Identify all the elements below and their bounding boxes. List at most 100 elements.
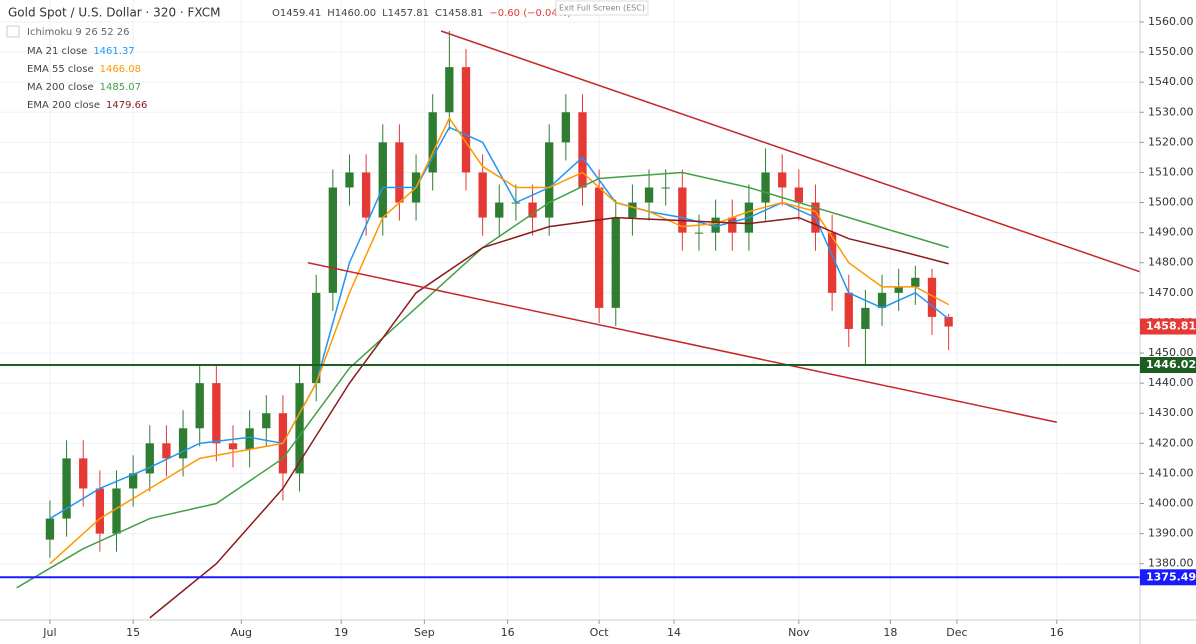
candle-body	[894, 286, 903, 293]
candle-body	[361, 172, 371, 218]
candle-body	[212, 383, 221, 444]
candle-body	[245, 428, 254, 450]
candle-body	[428, 112, 437, 173]
candle-body	[128, 473, 138, 489]
y-tick-label: 1480.00	[1148, 256, 1194, 269]
candle-body	[561, 112, 570, 143]
x-tick-label: 16	[1050, 626, 1064, 639]
candle-body	[445, 67, 454, 113]
candle-body	[644, 187, 654, 203]
trendline	[440, 30, 1141, 273]
x-tick-label: 15	[126, 626, 140, 639]
x-tick-label: 19	[334, 626, 348, 639]
fullscreen-button[interactable]	[555, 0, 649, 16]
candle-body	[228, 443, 238, 450]
legend-value: 1485.07	[100, 82, 141, 93]
y-tick-label: 1540.00	[1148, 75, 1194, 88]
y-tick-label: 1400.00	[1148, 497, 1194, 510]
candle-body	[594, 187, 604, 308]
candle-body	[162, 443, 171, 459]
candle-body	[611, 217, 620, 308]
candle-body	[827, 232, 837, 293]
candle-body	[145, 443, 154, 474]
candle-body	[911, 277, 920, 287]
legend-label: EMA 200 close	[27, 100, 100, 111]
candle-body	[778, 172, 787, 188]
price-tag-label: 1446.02	[1146, 358, 1196, 371]
y-tick-label: 1520.00	[1148, 135, 1194, 148]
candle-body	[944, 316, 953, 327]
x-tick-label: 14	[667, 626, 681, 639]
candle-body	[295, 383, 304, 474]
y-tick-label: 1500.00	[1148, 196, 1194, 209]
candle-body	[628, 202, 637, 218]
candle-body	[478, 172, 487, 218]
candle-body	[711, 217, 720, 233]
x-tick-label: 16	[501, 626, 515, 639]
candle-body	[578, 112, 587, 188]
price-tag	[1140, 357, 1196, 374]
y-tick-label: 1380.00	[1148, 557, 1194, 570]
grid	[0, 0, 1140, 620]
indicator-line	[49, 116, 949, 565]
candle-body	[761, 172, 770, 203]
x-tick-label: Jul	[42, 626, 56, 639]
x-tick-label: Sep	[414, 626, 435, 639]
candle-body	[678, 187, 687, 233]
legend-value: 1466.08	[100, 64, 141, 75]
y-tick-label: 1450.00	[1148, 346, 1194, 359]
x-tick-label: Dec	[946, 626, 967, 639]
legend-label: MA 21 close	[27, 46, 87, 57]
ohlc-value: −0.60 (−0.04%)	[489, 8, 571, 19]
x-tick-label: Aug	[231, 626, 252, 639]
candle-body	[345, 172, 354, 188]
y-tick-label: 1510.00	[1148, 165, 1194, 178]
candle-body	[79, 458, 88, 489]
candle-body	[461, 67, 471, 173]
candle-body	[178, 428, 188, 459]
legend-label: EMA 55 close	[27, 64, 94, 75]
y-tick-label: 1490.00	[1148, 226, 1194, 239]
y-tick-label: 1410.00	[1148, 466, 1194, 479]
candle-body	[545, 142, 554, 218]
axes: 1380.00 1390.00 1400.00 1410.00 1420.00 1430.…	[42, 15, 1196, 639]
indicator-line	[49, 126, 950, 520]
candle-body	[794, 187, 803, 203]
y-tick-label: 1420.00	[1148, 436, 1194, 449]
x-tick-label: Nov	[788, 626, 810, 639]
collapse-button[interactable]	[6, 25, 20, 38]
candle-body	[728, 217, 737, 233]
candle-body	[95, 488, 105, 534]
chart-title: Gold Spot / U.S. Dollar · 320 · FXCM	[8, 6, 221, 20]
x-tick-label: Oct	[590, 626, 610, 639]
ohlc-value: O1459.41	[272, 8, 321, 19]
ohlc: O1459.41 H1460.00 L1457.81 C1458.81 −0.60 (−…	[272, 8, 571, 19]
y-tick-label: 1390.00	[1148, 527, 1194, 540]
candle-body	[312, 292, 321, 384]
candle-body	[112, 488, 121, 534]
y-tick-label: 1440.00	[1148, 376, 1194, 389]
fullscreen-hint[interactable]: Exit Full Screen (ESC)	[559, 4, 645, 13]
candle-body	[328, 187, 338, 293]
candle-body	[495, 202, 504, 218]
legend-value: 1461.37	[93, 46, 134, 57]
ohlc-value: H1460.00	[327, 8, 376, 19]
indicator: Ichimoku 9 26 52 26	[27, 27, 130, 38]
y-tick-label: 1430.00	[1148, 406, 1194, 419]
candle-body	[528, 202, 537, 218]
ohlc-value: C1458.81	[435, 8, 483, 19]
candle-body	[378, 142, 387, 218]
candle-body	[195, 383, 204, 429]
candle-body	[844, 292, 853, 329]
y-tick-label: 1560.00	[1148, 15, 1194, 28]
price-tag	[1140, 318, 1196, 335]
candle-body	[262, 413, 271, 429]
candle-body	[661, 187, 670, 189]
y-tick-label: 1550.00	[1148, 45, 1194, 58]
candle-body	[927, 277, 937, 317]
legend-value: 1479.66	[106, 100, 147, 111]
price-tag-label: 1375.49	[1146, 570, 1196, 583]
legend: MA 21 close 1461.37 EMA 55 close 1466.08 MA …	[27, 46, 147, 111]
